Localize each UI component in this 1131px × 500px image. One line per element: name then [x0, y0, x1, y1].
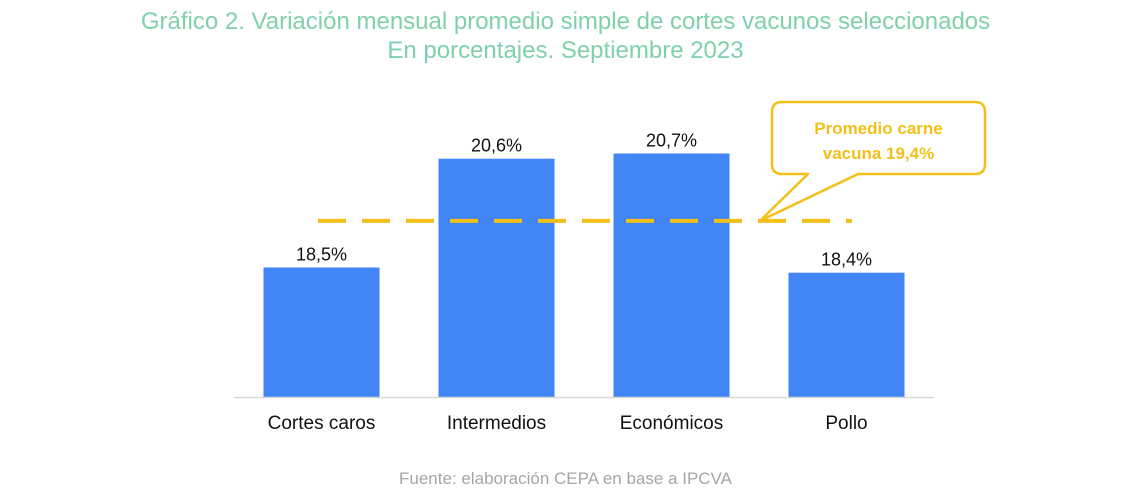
chart-subtitle: En porcentajes. Septiembre 2023 — [387, 37, 744, 64]
bar-cortes-caros — [263, 267, 380, 397]
bar-economicos — [613, 153, 730, 397]
source-note: Fuente: elaboración CEPA en base a IPCVA — [399, 469, 732, 488]
value-label-economicos: 20,7% — [646, 131, 697, 151]
value-label-intermedios: 20,6% — [471, 136, 522, 156]
bar-intermedios — [438, 158, 555, 397]
average-callout-label-line2: vacuna 19,4% — [823, 144, 935, 163]
bars-layer — [263, 153, 905, 397]
value-label-pollo: 18,4% — [821, 250, 872, 270]
category-label-pollo: Pollo — [825, 413, 867, 434]
value-label-cortes-caros: 18,5% — [296, 245, 347, 265]
average-callout: Promedio carne vacuna 19,4% — [758, 100, 987, 223]
labels-layer: 18,5% Cortes caros 20,6% Intermedios 20,7% Ec… — [268, 131, 872, 435]
average-callout-bubble — [758, 100, 987, 223]
category-label-intermedios: Intermedios — [447, 413, 546, 434]
average-callout-label-line1: Promedio carne — [814, 119, 943, 138]
category-label-economicos: Económicos — [620, 413, 724, 434]
bar-pollo — [788, 272, 905, 397]
category-label-cortes-caros: Cortes caros — [268, 413, 376, 434]
chart-title: Gráfico 2. Variación mensual promedio si… — [140, 8, 991, 35]
